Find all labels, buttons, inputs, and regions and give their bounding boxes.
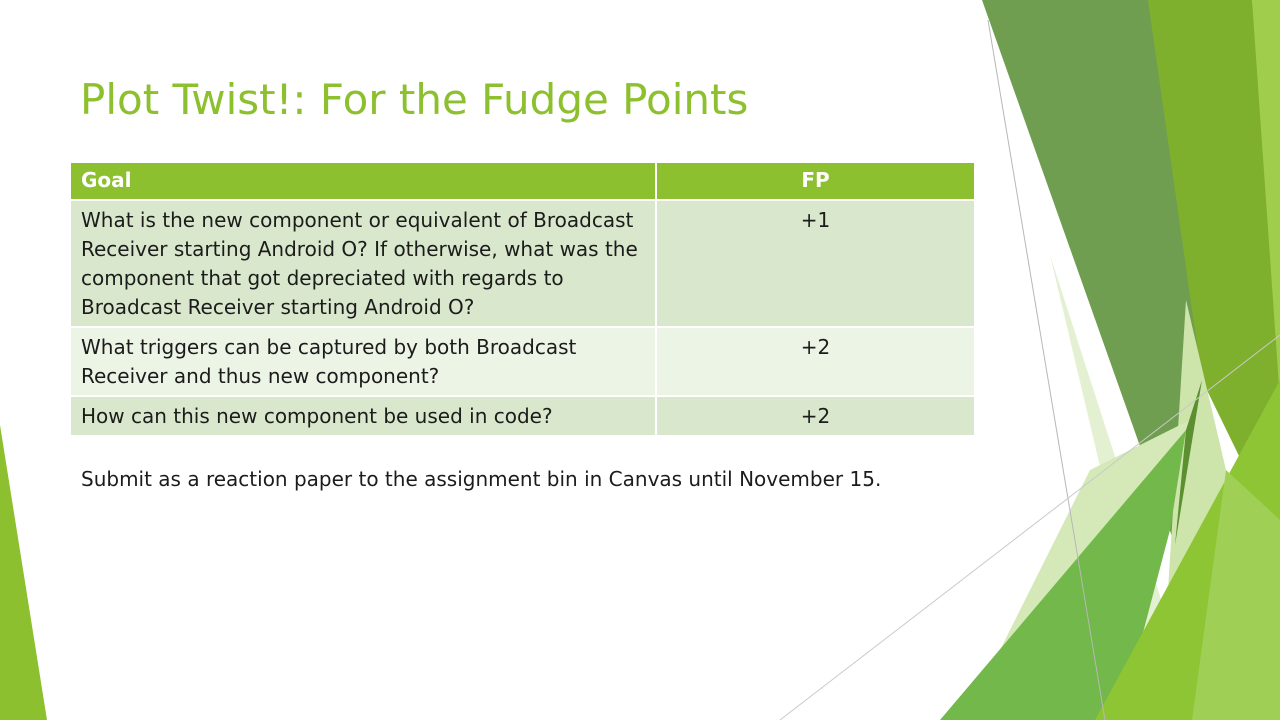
thin-diagonal-line-2 [779,334,1280,720]
dark-green-top-facet [982,0,1202,545]
table-row: What is the new component or equivalent … [71,200,974,328]
fp-cell: +2 [656,327,974,397]
dark-diagonal-facet [1175,380,1202,545]
bright-right-facet [1252,0,1280,400]
mid-green-lower-facet [940,430,1186,720]
goal-cell: What triggers can be captured by both Br… [71,327,657,397]
goal-cell: What is the new component or equivalent … [71,200,657,328]
fp-cell: +1 [656,200,974,328]
header-goal: Goal [71,163,657,201]
submission-note: Submit as a reaction paper to the assign… [81,467,882,491]
header-fp: FP [656,163,974,201]
olive-facet [1148,0,1280,540]
table-row: What triggers can be captured by both Br… [71,327,974,397]
slide-title: Plot Twist!: For the Fudge Points [80,75,749,124]
fudge-points-table: Goal FP What is the new component or equ… [71,163,974,437]
goal-cell: How can this new component be used in co… [71,396,657,437]
table-header-row: Goal FP [71,163,974,201]
light-lower-right-facet [1192,470,1280,720]
thin-diagonal-line-1 [987,19,1106,720]
table-row: How can this new component be used in co… [71,396,974,437]
left-edge-facet [0,425,47,720]
fp-cell: +2 [656,396,974,437]
